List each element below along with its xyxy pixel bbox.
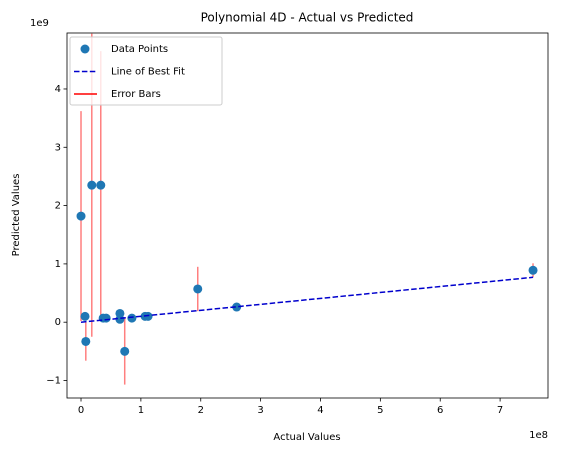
data-point (143, 311, 153, 321)
legend-label: Line of Best Fit (111, 67, 185, 78)
legend-label: Data Points (111, 44, 168, 55)
y-tick-label: 2 (55, 201, 61, 212)
y-tick-label: 3 (55, 142, 61, 153)
data-point (232, 302, 242, 312)
data-point (193, 284, 203, 294)
axes-frame (66, 32, 549, 399)
data-point (81, 336, 91, 346)
data-point (101, 313, 111, 323)
legend-box (69, 36, 223, 106)
data-point (127, 313, 137, 323)
legend: Data Points Line of Best Fit Error Bars (69, 36, 223, 106)
legend-marker (80, 44, 90, 54)
x-tick-label: 0 (78, 405, 84, 416)
y-offset-label: 1e9 (30, 18, 49, 29)
y-axis-label: Predicted Values (11, 174, 22, 257)
x-tick-label: 7 (497, 405, 503, 416)
y-tick-label: 4 (55, 84, 61, 95)
y-tick-label: 1 (55, 259, 61, 270)
x-axis-label: Actual Values (273, 432, 340, 443)
data-point (528, 265, 538, 275)
data-point (76, 211, 86, 221)
data-point (80, 311, 90, 321)
y-tick-label: −1 (46, 376, 61, 387)
x-offset-label: 1e8 (529, 430, 548, 441)
x-tick-label: 3 (257, 405, 263, 416)
data-point (87, 180, 97, 190)
x-tick-label: 4 (317, 405, 323, 416)
chart-title: Polynomial 4D - Actual vs Predicted (201, 11, 414, 25)
x-tick-label: 5 (377, 405, 383, 416)
data-point (115, 314, 125, 324)
x-tick-label: 1 (138, 405, 144, 416)
y-tick-label: 0 (55, 317, 61, 328)
x-tick-label: 2 (198, 405, 204, 416)
plot-area (76, 33, 538, 385)
legend-label: Error Bars (111, 89, 161, 100)
data-point (96, 180, 106, 190)
x-tick-label: 6 (437, 405, 443, 416)
fit-line (80, 276, 534, 323)
data-point (120, 346, 130, 356)
